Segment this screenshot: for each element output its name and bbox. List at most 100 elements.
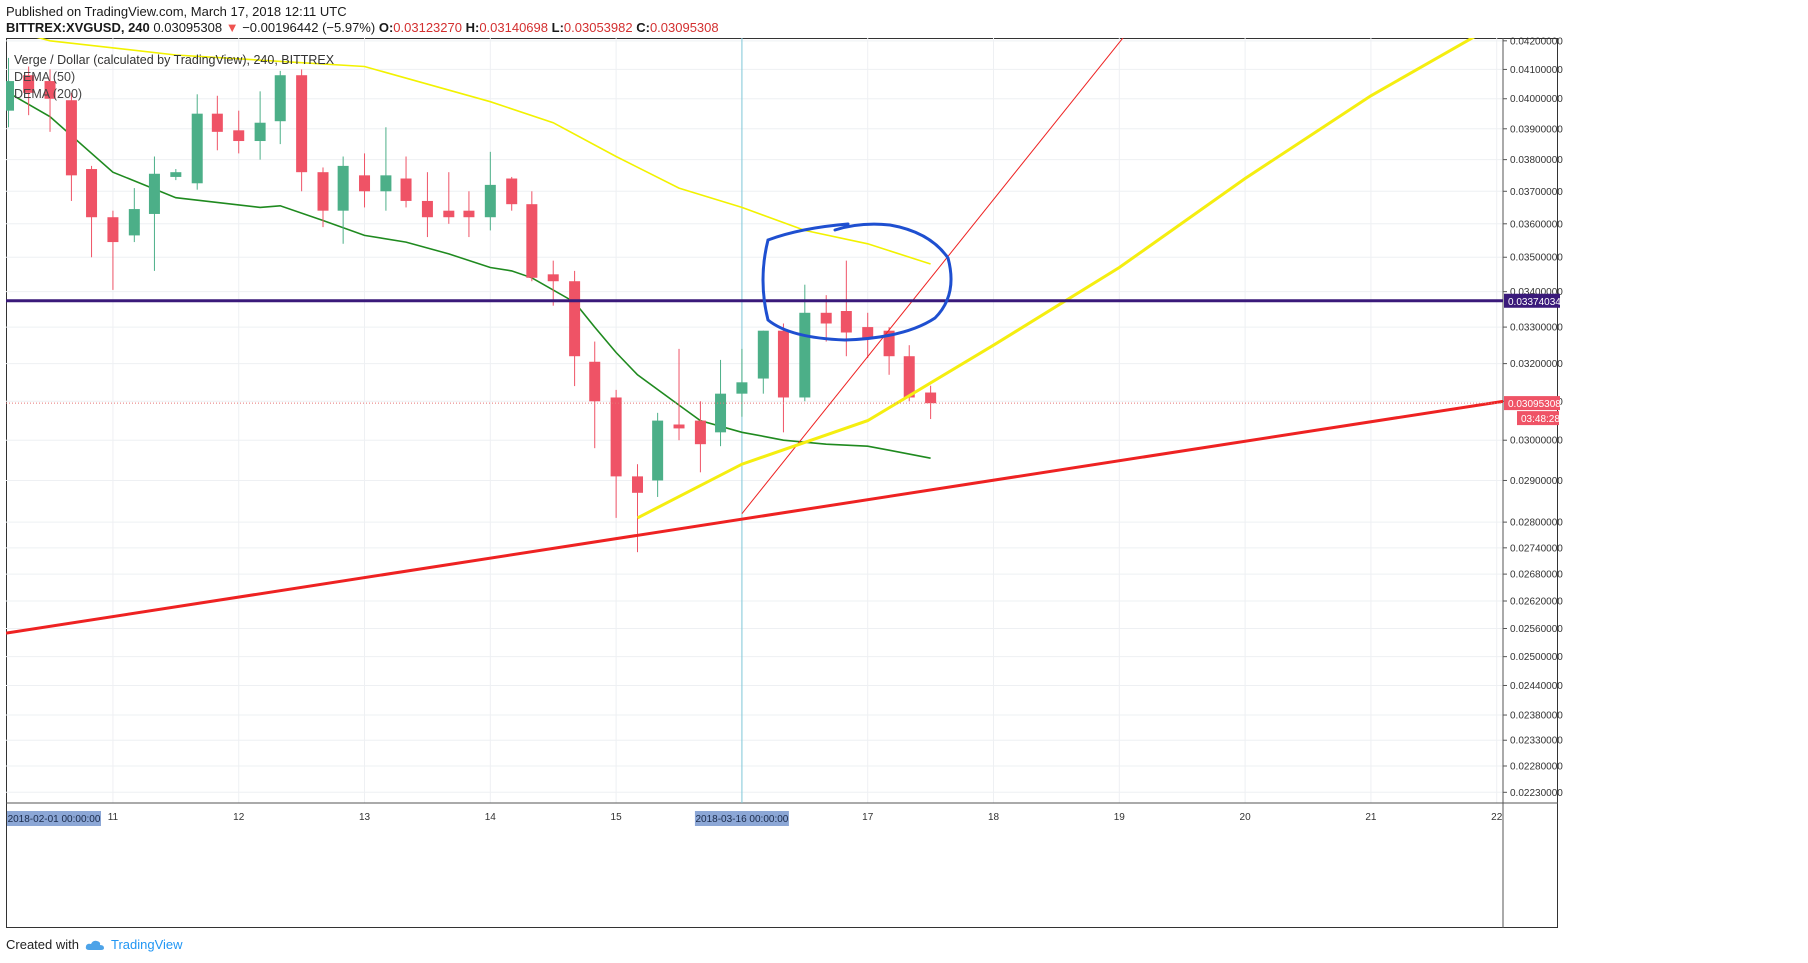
crosshair-date-marker: 2018-03-16 00:00:00 [695, 814, 788, 825]
candle [484, 151, 496, 231]
ohlc-line: BITTREX:XVGUSD, 240 0.03095308 ▼ −0.0019… [6, 20, 719, 36]
dema200-line [36, 38, 931, 265]
price-tick-label: 0.02680000 [1510, 570, 1563, 581]
high-value: 0.03140698 [479, 20, 548, 35]
price-tick-label: 0.03900000 [1510, 124, 1563, 135]
candle [191, 94, 203, 190]
price-tick-label: 0.02280000 [1510, 761, 1563, 772]
price-tick-label: 0.03400000 [1510, 287, 1563, 298]
candle [86, 165, 98, 258]
candle-body [463, 210, 475, 218]
candle [148, 156, 160, 271]
last-price-label: 0.03095308 [1508, 399, 1561, 410]
candle [673, 348, 685, 441]
candle-body [443, 210, 455, 218]
time-tick-label: 22 [1491, 812, 1503, 823]
price-tick-label: 0.03000000 [1510, 436, 1563, 447]
legend-dema50: DEMA (50) [14, 70, 76, 84]
candle [23, 66, 35, 116]
candle [400, 156, 412, 208]
candle [652, 412, 664, 497]
close-value: 0.03095308 [649, 20, 719, 35]
symbol-label: BITTREX:XVGUSD, 240 [6, 20, 150, 35]
low-label: L: [551, 20, 564, 35]
price-tick-label: 0.04200000 [1510, 36, 1563, 47]
countdown-label: 03:48:28 [1521, 414, 1560, 425]
candle-body [211, 113, 223, 132]
price-tick-label: 0.04100000 [1510, 65, 1563, 76]
candle [107, 210, 119, 290]
price-tick-label: 0.03600000 [1510, 219, 1563, 230]
chart-frame [6, 38, 1558, 928]
candle [799, 284, 811, 402]
candle-body [421, 200, 433, 218]
candle [211, 95, 223, 151]
horizontal-line-price-label: 0.03374034 [1508, 297, 1561, 308]
candle [128, 188, 140, 243]
candle [506, 176, 518, 211]
time-tick-label: 21 [1365, 812, 1377, 823]
candle [6, 57, 15, 128]
candle [44, 69, 56, 132]
candle-body [274, 75, 286, 122]
candle-body [44, 81, 56, 99]
time-tick-label: 11 [108, 812, 119, 823]
candle-body [569, 281, 581, 357]
candle-body [840, 311, 852, 333]
candle-body [359, 175, 371, 192]
candle-body [317, 172, 329, 211]
time-tick-label: 13 [359, 812, 371, 823]
crosshair-date-marker-bg [694, 811, 789, 826]
candle-body [23, 75, 35, 93]
yellow-trendline [636, 38, 1476, 520]
time-tick-label: 18 [988, 812, 1000, 823]
countdown-bg [1517, 411, 1559, 426]
candle [337, 156, 349, 244]
published-line: Published on TradingView.com, March 17, … [6, 4, 347, 19]
candle [380, 127, 392, 211]
time-tick-label: 20 [1240, 812, 1252, 823]
candle [170, 169, 182, 181]
high-label: H: [465, 20, 480, 35]
time-tick-label: 17 [862, 812, 874, 823]
price-tick-label: 0.03500000 [1510, 253, 1563, 264]
tradingview-brand[interactable]: TradingView [110, 937, 183, 952]
chart-header: Published on TradingView.com, March 17, … [6, 4, 719, 36]
candle [443, 172, 455, 224]
price-tick-label: 0.04000000 [1510, 94, 1563, 105]
open-label: O: [378, 20, 394, 35]
candle-body [484, 184, 496, 218]
price-tick-label: 0.03300000 [1510, 323, 1563, 334]
candle-body [925, 392, 937, 404]
created-with-label: Created with [6, 937, 79, 952]
price-tick-label: 0.02500000 [1510, 652, 1563, 663]
candle [296, 69, 308, 192]
candle-body [610, 397, 622, 477]
candle-body [526, 204, 538, 278]
candle-body [254, 122, 266, 142]
footer: Created with TradingView [6, 937, 183, 952]
candle-body [903, 356, 915, 398]
price-tick-label: 0.02900000 [1510, 476, 1563, 487]
time-tick-label: 14 [485, 812, 497, 823]
candle [526, 191, 538, 282]
cloud-logo-icon [85, 940, 104, 950]
candle [589, 341, 601, 449]
candle-body [589, 361, 601, 402]
candle [317, 167, 329, 228]
candle-body [506, 178, 518, 205]
candle-body [862, 327, 874, 338]
time-tick-label: 12 [233, 812, 245, 823]
last-price-label-bg [1504, 396, 1560, 411]
low-value: 0.03053982 [563, 20, 633, 35]
plot-layer [6, 38, 1503, 635]
candle-body [883, 330, 895, 357]
candle-body [715, 393, 727, 433]
support-trendline [6, 399, 1503, 635]
candle-body [380, 175, 392, 192]
candle [547, 260, 559, 306]
candle-body [148, 173, 160, 214]
candle-body [694, 420, 706, 445]
candle-body [673, 424, 685, 429]
